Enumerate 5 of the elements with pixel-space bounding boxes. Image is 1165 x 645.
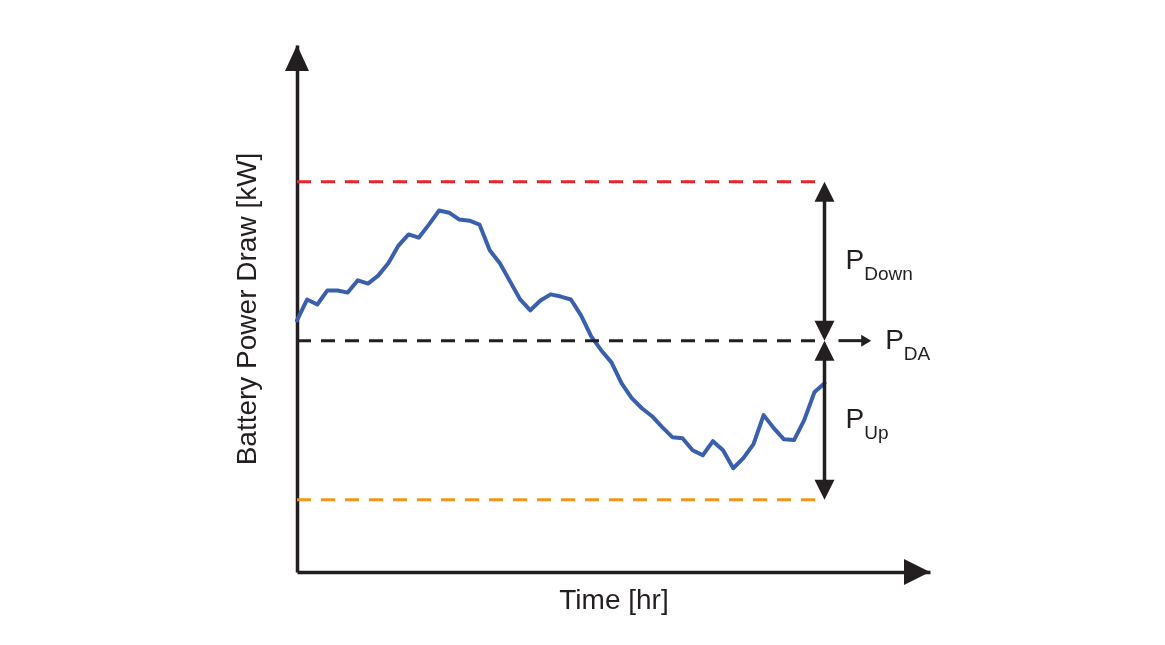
ref-line-label: P$_{DA}$ [885, 323, 931, 364]
x-axis-title: Time [hr] [559, 583, 669, 615]
y-axis-title: Battery Power Draw [kW] [230, 152, 262, 466]
text: P$_{Down}$ [845, 244, 913, 284]
text: P$_{Up}$ [845, 403, 889, 443]
